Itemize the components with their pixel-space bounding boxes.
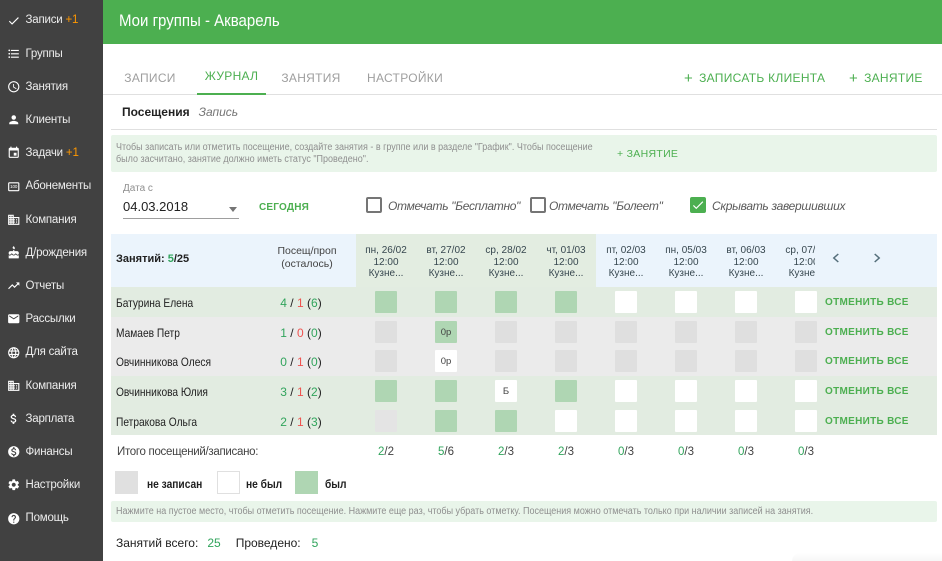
- svg-text:100: 100: [10, 184, 18, 189]
